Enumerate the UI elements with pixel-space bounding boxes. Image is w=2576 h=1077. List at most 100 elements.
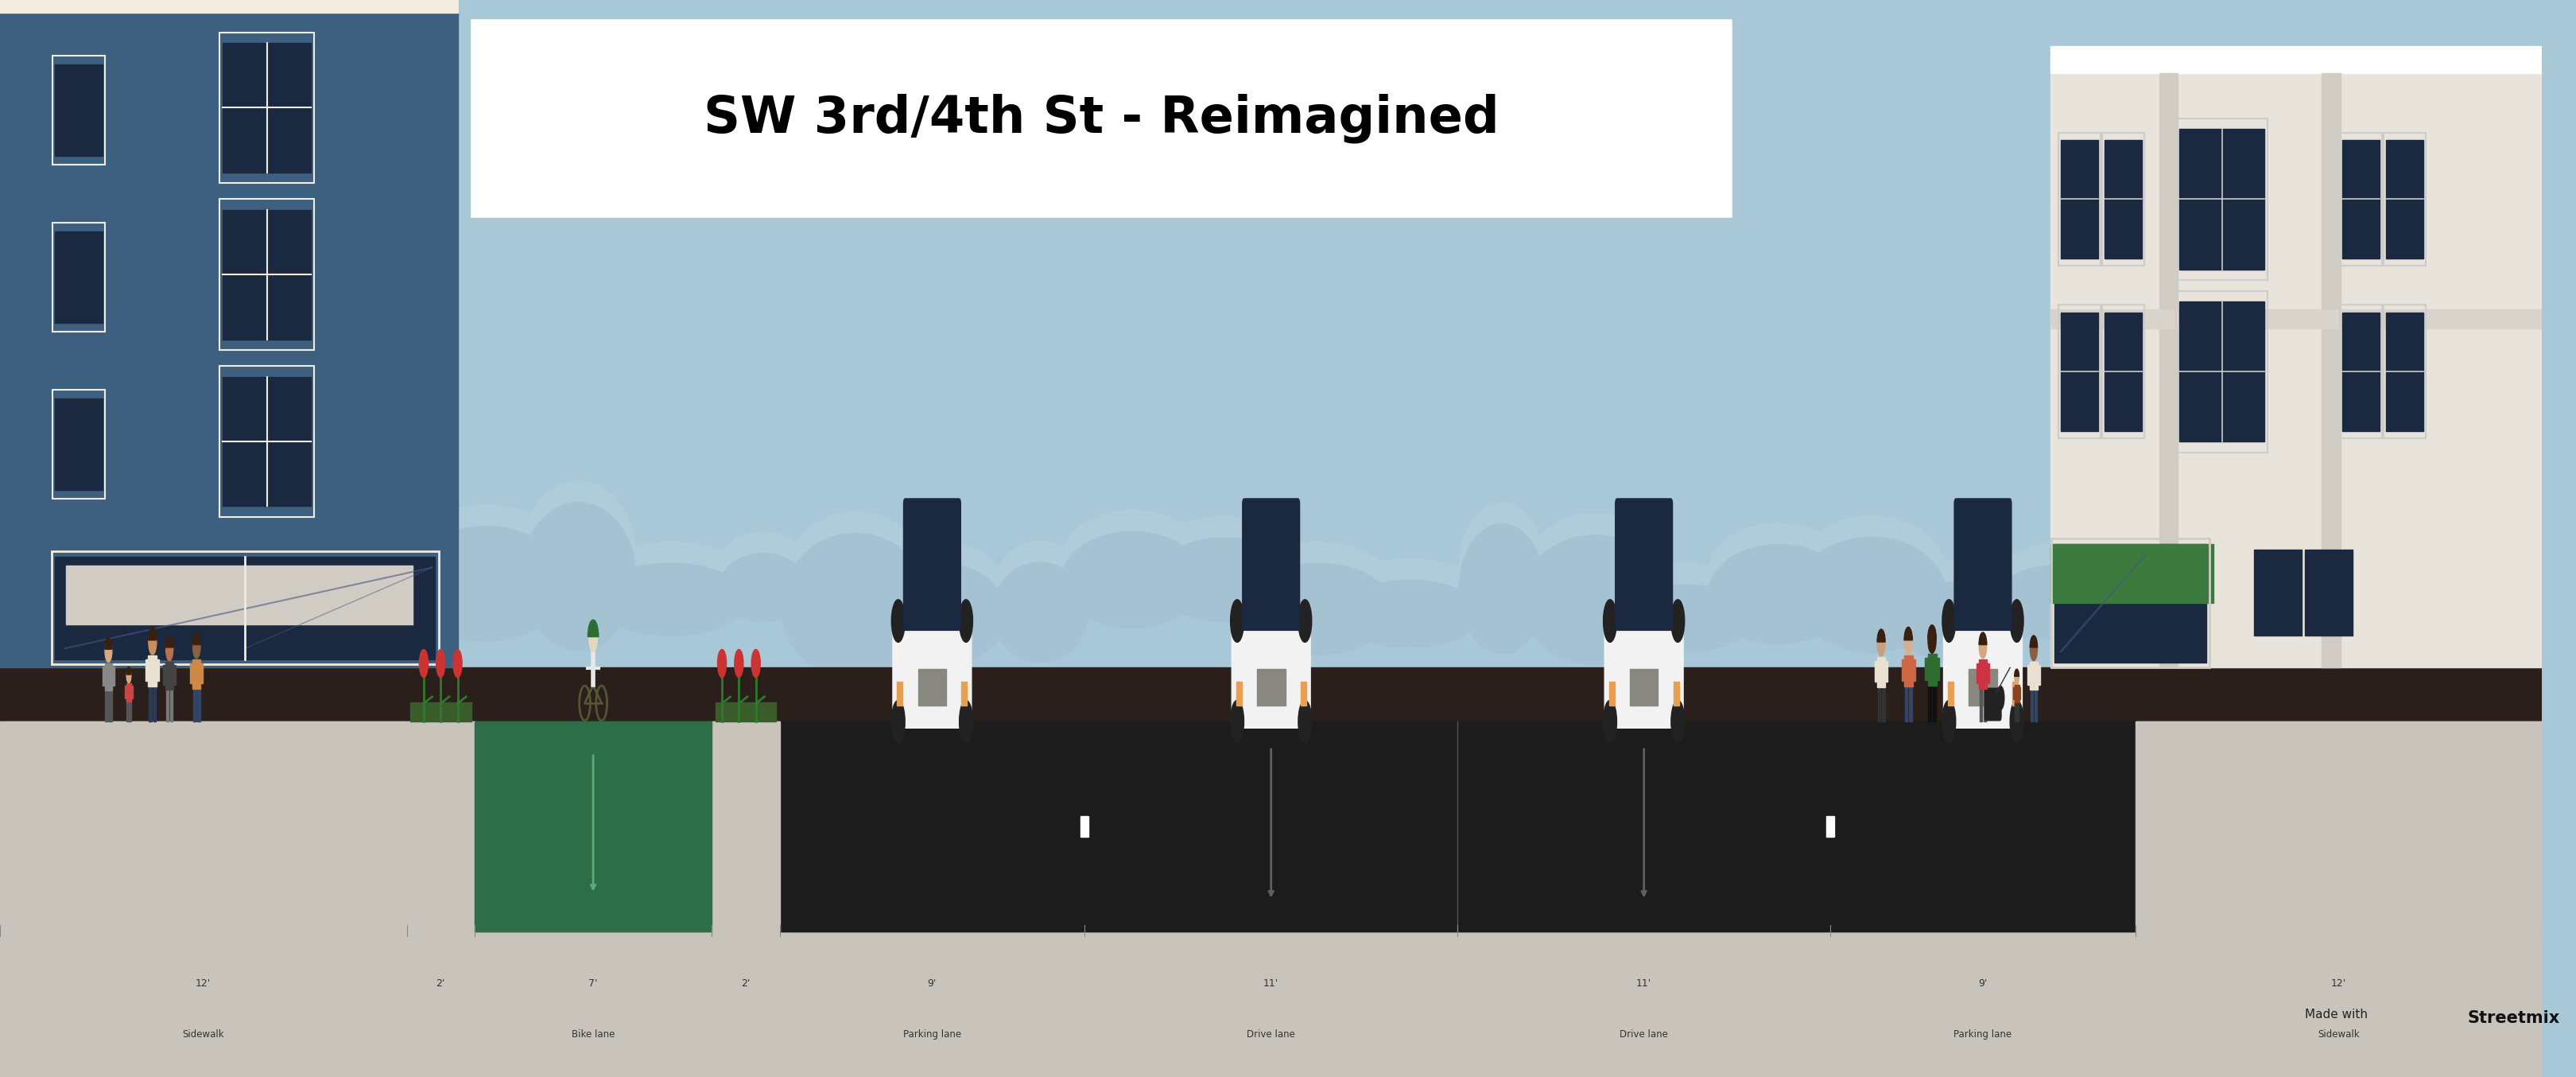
Ellipse shape bbox=[889, 543, 1007, 643]
Text: 7': 7' bbox=[587, 978, 598, 989]
Bar bbox=[961, 682, 966, 705]
Ellipse shape bbox=[147, 530, 270, 619]
Circle shape bbox=[1602, 700, 1618, 743]
Circle shape bbox=[126, 669, 131, 683]
Circle shape bbox=[1978, 634, 1986, 658]
Bar bbox=[1079, 816, 1090, 837]
Bar bbox=[54, 557, 435, 659]
Bar bbox=[1984, 687, 1986, 722]
Circle shape bbox=[752, 649, 760, 677]
Ellipse shape bbox=[1458, 502, 1546, 632]
Wedge shape bbox=[1878, 629, 1886, 642]
Text: Drive lane: Drive lane bbox=[1247, 1029, 1296, 1039]
Circle shape bbox=[1942, 600, 1955, 642]
Circle shape bbox=[734, 649, 744, 677]
Ellipse shape bbox=[1242, 542, 1394, 633]
Ellipse shape bbox=[889, 564, 1007, 665]
Bar bbox=[1257, 669, 1285, 705]
Ellipse shape bbox=[992, 562, 1087, 662]
Bar bbox=[1904, 685, 1909, 722]
Ellipse shape bbox=[147, 508, 270, 598]
Bar bbox=[0, 0, 459, 13]
Wedge shape bbox=[193, 632, 201, 645]
Text: Drive lane: Drive lane bbox=[1620, 1029, 1669, 1039]
Bar bbox=[896, 682, 902, 705]
Bar bbox=[54, 65, 103, 156]
Ellipse shape bbox=[719, 532, 806, 601]
Ellipse shape bbox=[1061, 532, 1203, 628]
Bar bbox=[2385, 312, 2424, 431]
Bar bbox=[711, 722, 781, 932]
Ellipse shape bbox=[343, 546, 446, 654]
Ellipse shape bbox=[2476, 533, 2561, 596]
Bar bbox=[2159, 73, 2177, 668]
Bar bbox=[716, 702, 775, 722]
Bar bbox=[2383, 132, 2427, 266]
Bar bbox=[1937, 658, 1940, 680]
Bar bbox=[1875, 661, 1878, 682]
Bar bbox=[2050, 538, 2210, 668]
Bar bbox=[0, 932, 2543, 1077]
Bar bbox=[2058, 305, 2099, 438]
Circle shape bbox=[2009, 600, 2025, 642]
Circle shape bbox=[420, 649, 428, 677]
Ellipse shape bbox=[1340, 581, 1481, 647]
Bar bbox=[2339, 305, 2383, 438]
Bar bbox=[2102, 305, 2146, 438]
Text: Made with: Made with bbox=[2306, 1008, 2367, 1021]
Ellipse shape bbox=[1994, 565, 2117, 640]
Ellipse shape bbox=[1522, 514, 1667, 643]
Wedge shape bbox=[587, 620, 598, 637]
Bar bbox=[1976, 663, 1978, 683]
Bar bbox=[2179, 129, 2264, 269]
Bar bbox=[126, 684, 131, 701]
Ellipse shape bbox=[781, 533, 930, 681]
Bar bbox=[917, 669, 945, 705]
Bar bbox=[781, 722, 2136, 932]
Bar bbox=[1886, 661, 1888, 682]
Bar bbox=[1901, 659, 1904, 681]
Bar bbox=[222, 210, 312, 339]
Bar bbox=[407, 722, 474, 932]
Bar bbox=[1674, 682, 1680, 705]
Bar bbox=[1909, 685, 1911, 722]
Text: 11': 11' bbox=[1636, 978, 1651, 989]
Ellipse shape bbox=[2548, 542, 2576, 611]
Bar bbox=[170, 688, 173, 722]
Ellipse shape bbox=[1154, 516, 1296, 600]
Ellipse shape bbox=[1899, 560, 2030, 643]
FancyBboxPatch shape bbox=[1242, 499, 1301, 630]
Bar bbox=[2035, 688, 2038, 722]
Bar bbox=[2385, 140, 2424, 258]
Bar bbox=[193, 659, 201, 688]
Bar bbox=[1236, 682, 1242, 705]
FancyBboxPatch shape bbox=[904, 499, 961, 630]
Ellipse shape bbox=[0, 530, 8, 627]
Wedge shape bbox=[2014, 669, 2020, 676]
Text: 9': 9' bbox=[927, 978, 938, 989]
Ellipse shape bbox=[1340, 559, 1481, 626]
Circle shape bbox=[1904, 629, 1911, 655]
Bar bbox=[2339, 132, 2383, 266]
Bar bbox=[152, 685, 157, 722]
Text: 2': 2' bbox=[742, 978, 750, 989]
Ellipse shape bbox=[41, 553, 191, 683]
Circle shape bbox=[1231, 700, 1244, 743]
Bar bbox=[2050, 46, 2576, 73]
Bar bbox=[54, 232, 103, 323]
Wedge shape bbox=[149, 627, 157, 640]
Ellipse shape bbox=[2365, 549, 2486, 682]
Circle shape bbox=[1298, 600, 1311, 642]
Bar bbox=[2136, 722, 2543, 932]
Circle shape bbox=[958, 700, 974, 743]
Ellipse shape bbox=[0, 508, 8, 605]
Text: SW 3rd/4th St - Reimagined: SW 3rd/4th St - Reimagined bbox=[703, 94, 1499, 143]
Bar bbox=[52, 223, 106, 332]
Ellipse shape bbox=[719, 554, 806, 623]
Ellipse shape bbox=[232, 534, 371, 668]
Ellipse shape bbox=[1061, 510, 1203, 606]
Bar bbox=[2030, 688, 2032, 722]
FancyBboxPatch shape bbox=[474, 22, 1731, 215]
Text: Parking lane: Parking lane bbox=[904, 1029, 961, 1039]
Bar bbox=[2105, 140, 2143, 258]
